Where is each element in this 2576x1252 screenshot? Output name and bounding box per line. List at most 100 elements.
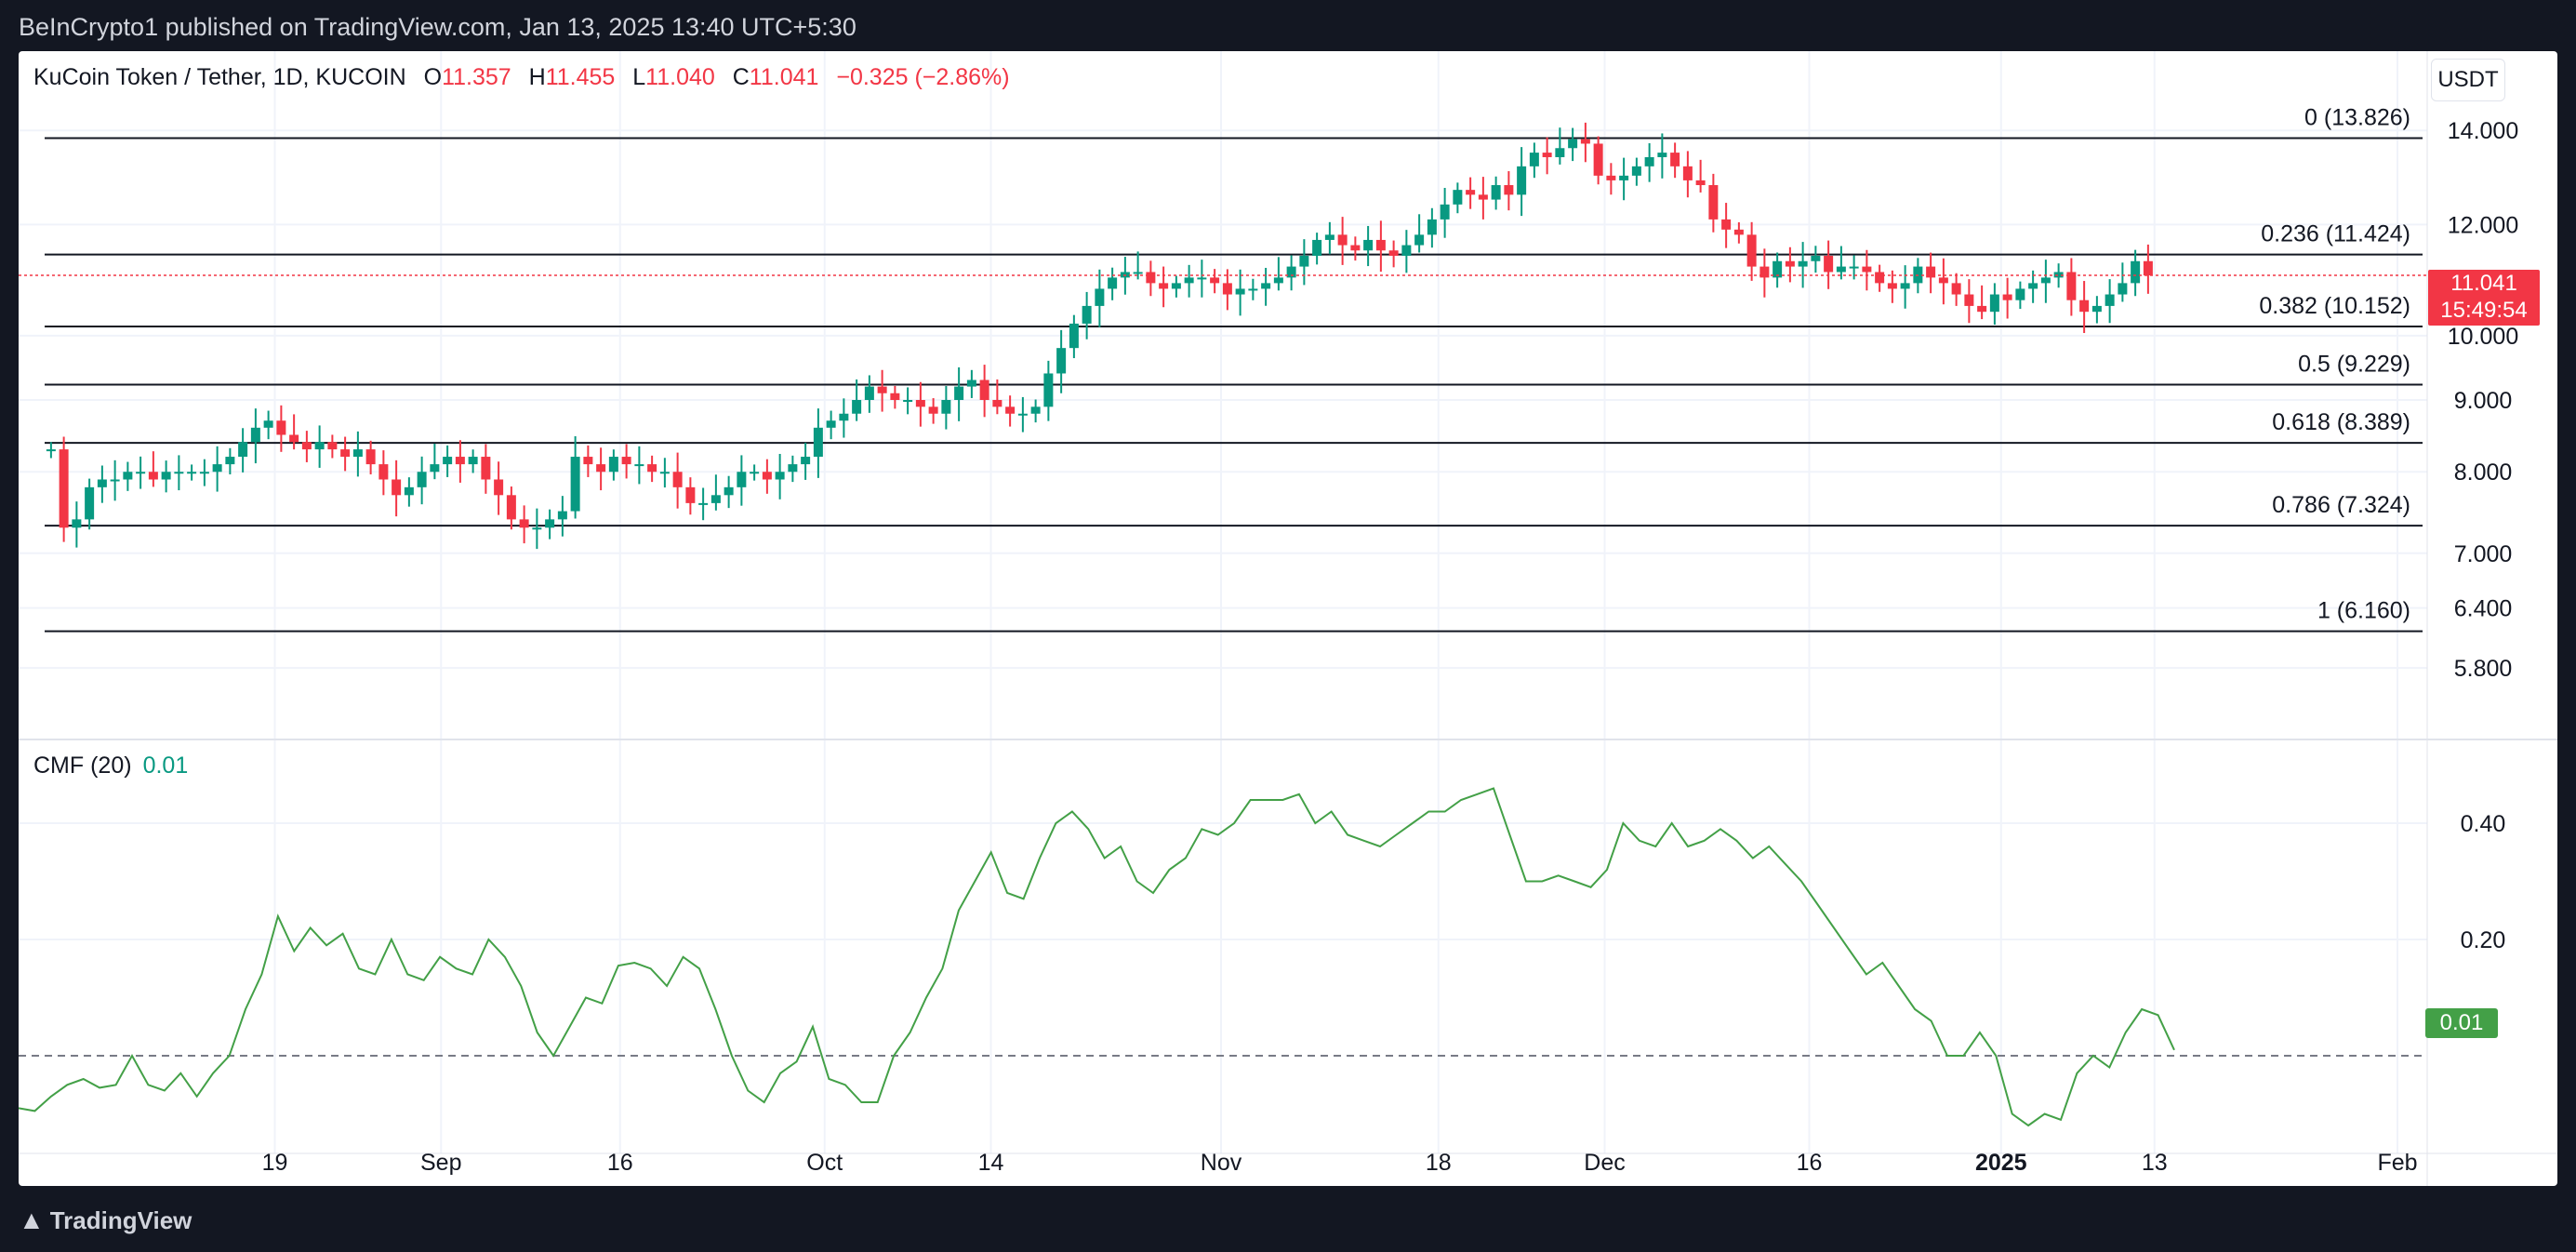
candle-up [826,420,836,428]
candle-up [1427,219,1437,235]
candle-up [1568,139,1578,149]
candle-up [570,457,580,512]
candle-down [1708,185,1719,220]
candle-up [1171,283,1181,289]
candle-up [813,427,823,458]
candle-down [455,457,465,465]
candle-up [468,457,478,465]
candle-up [788,464,798,473]
candle-down [915,400,925,407]
chart-canvas[interactable]: 0 (13.826) 0.236 (11.424) 0.382 (10.152) 0.… [19,51,2557,1186]
candle-down [685,486,696,503]
price-axis-label: 9.000 [2454,388,2513,414]
candle-up [750,472,760,474]
cmf-axis-label: 0.40 [2461,811,2506,837]
candle-up [2015,288,2025,300]
candle-down [1222,283,1232,295]
cmf-value-badge: 0.01 [2425,1008,2498,1038]
price-axis-label: 6.400 [2454,596,2513,622]
candle-down [1721,219,1732,230]
candle-up [737,472,747,487]
candle-down [1542,153,1552,157]
candle-up [1529,153,1539,166]
candle-up [532,527,542,530]
price-axis-label: 12.000 [2448,212,2518,238]
candle-up [659,472,670,474]
candle-down [1964,294,1974,306]
candle-up [1644,156,1654,166]
candle-up [1989,294,1999,313]
candle-down [1875,272,1885,284]
cmf-legend-value: 0.01 [142,753,189,779]
symbol-name[interactable]: KuCoin Token / Tether, 1D, KUCOIN [33,64,406,90]
candle-down [1146,272,1156,284]
candle-up [1324,234,1334,240]
candle-up [608,457,618,473]
candle-down [647,464,657,473]
candle-down [928,406,938,414]
candle-up [1082,305,1092,324]
candle-down [1824,255,1834,273]
time-axis-label: Dec [1584,1150,1625,1176]
candle-up [1773,260,1783,278]
footer-brand-text: TradingView [49,1206,193,1234]
chart-panel[interactable]: 0 (13.826) 0.236 (11.424) 0.382 (10.152) 0.… [19,51,2557,1186]
candle-down [979,380,989,400]
candle-down [672,472,683,487]
candle-up [1555,148,1565,157]
currency-selector[interactable]: USDT [2431,59,2505,101]
candle-up [1299,255,1309,267]
candle-down [1682,166,1693,180]
fib-level-label: 0.786 (7.324) [2272,492,2410,518]
time-axis-label: Oct [806,1150,843,1176]
candle-up [1017,413,1028,416]
time-axis-label: 16 [1797,1150,1823,1176]
candle-down [1759,266,1770,278]
candle-down [992,400,1003,407]
candle-up [1312,239,1322,256]
candle-down [1478,194,1488,200]
last-price-badge: 11.041 15:49:54 [2428,270,2540,326]
candle-down [1785,260,1795,267]
fib-level-label: 0.5 (9.229) [2298,352,2410,378]
candle-down [519,519,529,528]
candle-down [301,442,312,450]
candle-down [2066,272,2077,300]
candle-up [2105,294,2115,306]
candle-up [1453,190,1463,205]
attribution-text: BeInCrypto1 published on TradingView.com… [19,13,856,41]
fib-level-label: 0 (13.826) [2304,104,2410,130]
high-label: H [528,64,546,90]
candle-up [174,472,184,474]
candle-up [1849,266,1859,269]
candle-down [276,420,286,435]
candle-down [392,479,402,496]
candle-down [877,386,887,393]
candle-down [1938,277,1948,284]
candle-up [1657,153,1667,157]
candle-down [583,457,593,465]
candle-down [289,434,299,443]
price-axis-label: 8.000 [2454,460,2513,486]
footer-brand[interactable]: ▲ TradingView [19,1205,192,1235]
time-axis-label: 16 [607,1150,633,1176]
candle-up [557,511,567,520]
time-axis-label: Sep [420,1150,461,1176]
candle-up [2028,283,2038,289]
candle-down [1350,245,1361,251]
fib-level-label: 0.618 (8.389) [2272,409,2410,435]
candle-down [1887,283,1897,289]
candle-down [1733,229,1744,235]
candle-down [2143,260,2153,276]
candle-down [2002,294,2012,300]
candle-up [85,486,95,520]
candle-up [352,449,363,458]
cmf-legend[interactable]: CMF (20) 0.01 [33,753,188,779]
candle-up [1363,239,1374,251]
candle-up [710,495,721,503]
candle-down [1951,283,1961,295]
price-axis-label: 10.000 [2448,324,2518,350]
symbol-legend: KuCoin Token / Tether, 1D, KUCOIN O11.35… [33,64,1010,91]
candle-up [212,464,222,473]
candle-down [762,472,772,480]
